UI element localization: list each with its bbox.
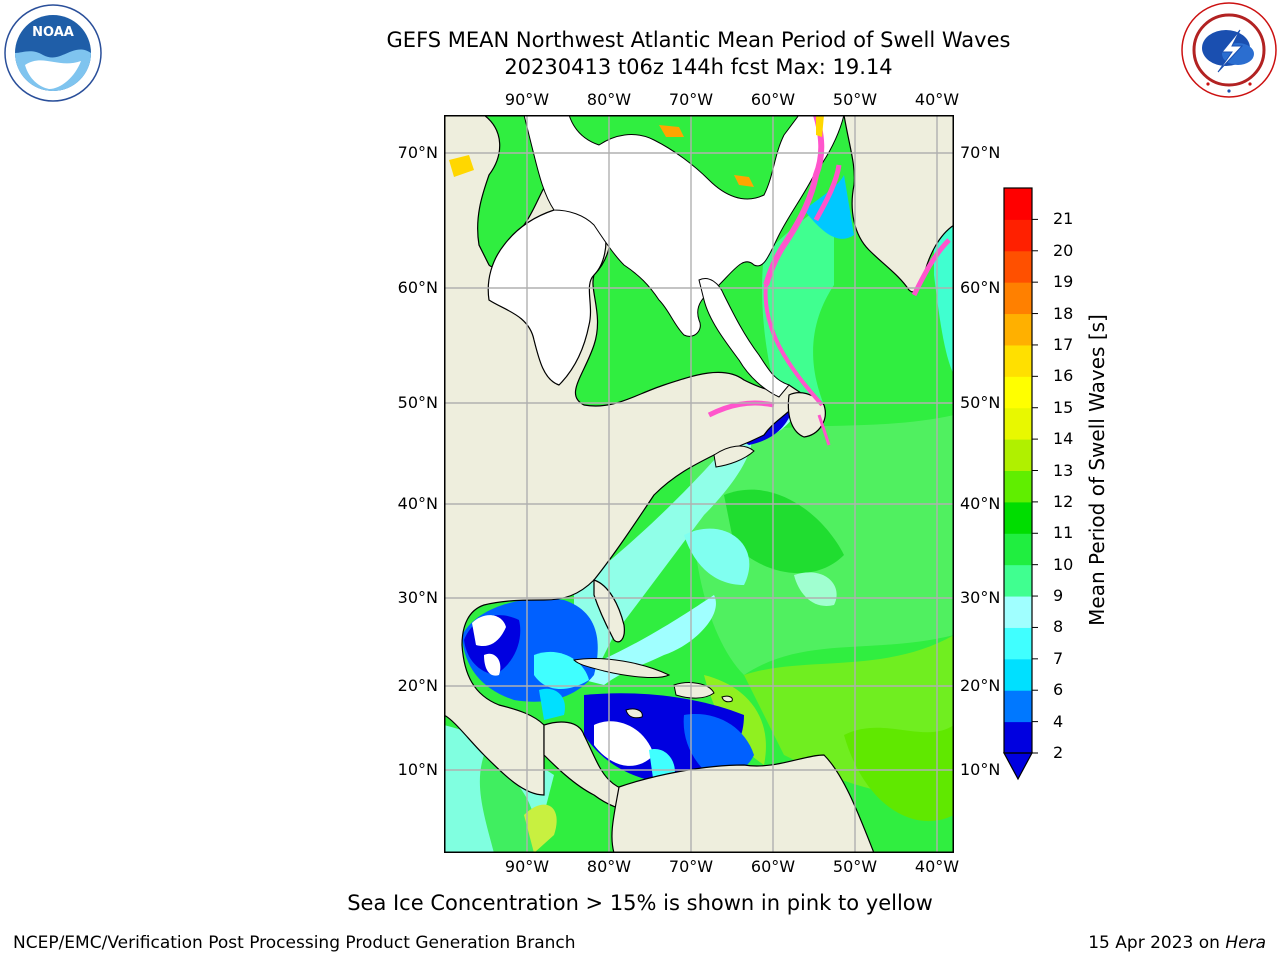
lat-label-left: 70°N [397,143,438,162]
map-subtitle: 20230413 t06z 144h fcst Max: 19.14 [504,55,893,79]
machine-name: Hera [1225,933,1266,953]
lon-label-top: 50°W [832,90,878,109]
colorbar-tick-label: 14 [1053,429,1074,449]
colorbar-tick-label: 13 [1053,460,1074,480]
lat-label-right: 70°N [960,143,1001,162]
lon-label-top: 40°W [914,90,960,109]
colorbar-segment [1004,501,1032,534]
nws-logo [1181,2,1277,98]
lon-label-bottom: 60°W [750,857,796,876]
colorbar-tick-label: 11 [1053,523,1074,543]
lon-label-top: 90°W [504,90,550,109]
colorbar-tick-label: 15 [1053,397,1074,417]
lat-label-right: 40°N [960,494,1001,513]
colorbar-tick-label: 16 [1053,366,1074,386]
lat-label-left: 50°N [397,393,438,412]
colorbar-tick-label: 18 [1053,303,1074,323]
colorbar-segment [1004,533,1032,566]
colorbar-segment [1004,564,1032,597]
colorbar-segment [1004,690,1032,723]
colorbar-segment [1004,596,1032,628]
lon-label-bottom: 50°W [832,857,878,876]
colorbar-extend-triangle [1002,752,1034,781]
map-panel [444,115,954,853]
sea-ice-note-text: Sea Ice Concentration > 15% is shown in … [347,891,933,915]
colorbar-tick-label: 17 [1053,334,1074,354]
lon-label-top: 60°W [750,90,796,109]
colorbar-label: Mean Period of Swell Waves [s] [1085,314,1109,626]
lat-label-left: 60°N [397,278,438,297]
colorbar-tick-label: 10 [1053,554,1074,574]
colorbar-tick-label: 12 [1053,491,1074,511]
lat-label-right: 60°N [960,278,1001,297]
colorbar-tick-label: 7 [1053,648,1064,668]
colorbar-segment [1004,344,1032,377]
colorbar-segment [1004,627,1032,660]
credit-text: NCEP/EMC/Verification Post Processing Pr… [13,933,576,953]
lon-label-bottom: 80°W [586,857,632,876]
lat-label-right: 30°N [960,588,1001,607]
map-title: GEFS MEAN Northwest Atlantic Mean Period… [386,28,1011,52]
colorbar-tick-label: 8 [1053,617,1064,637]
colorbar-segment [1004,313,1032,346]
colorbar-tick-label: 19 [1053,272,1074,292]
colorbar-tick-label: 9 [1053,586,1064,606]
lat-label-right: 10°N [960,760,1001,779]
colorbar-tick-label: 2 [1053,743,1064,762]
colorbar-segment [1004,658,1032,691]
date-text: 15 Apr 2023 on [1088,933,1226,953]
colorbar-segment [1004,721,1032,754]
lat-label-left: 10°N [397,760,438,779]
lon-label-top: 70°W [668,90,714,109]
colorbar-segment [1004,439,1032,471]
lon-label-bottom: 70°W [668,857,714,876]
lat-label-right: 50°N [960,393,1001,412]
colorbar-segment [1004,219,1032,252]
colorbar-segment [1004,407,1032,440]
lat-label-left: 20°N [397,676,438,695]
graticule [444,115,954,853]
date-stamp: 15 Apr 2023 on Hera [1088,933,1266,953]
lat-label-left: 30°N [397,588,438,607]
colorbar-tick-label: 6 [1053,680,1064,700]
lon-label-bottom: 90°W [504,857,550,876]
lon-label-top: 80°W [586,90,632,109]
colorbar-segment [1004,470,1032,503]
colorbar-tick-label: 20 [1053,240,1074,260]
lat-label-left: 40°N [397,494,438,513]
lon-label-bottom: 40°W [914,857,960,876]
colorbar-segment [1004,282,1032,315]
noaa-logo-text: NOAA [32,25,74,40]
colorbar [1002,187,1038,781]
colorbar-segment [1004,188,1032,220]
lat-label-right: 20°N [960,676,1001,695]
colorbar-tick-label: 4 [1053,711,1064,731]
sea-ice-note: Sea Ice Concentration > 15% is shown in … [0,891,1280,915]
noaa-logo: NOAA [4,4,102,102]
colorbar-tick-label: 21 [1053,209,1074,229]
south-america-land [611,754,875,853]
colorbar-segment [1004,250,1032,283]
colorbar-segment [1004,376,1032,409]
